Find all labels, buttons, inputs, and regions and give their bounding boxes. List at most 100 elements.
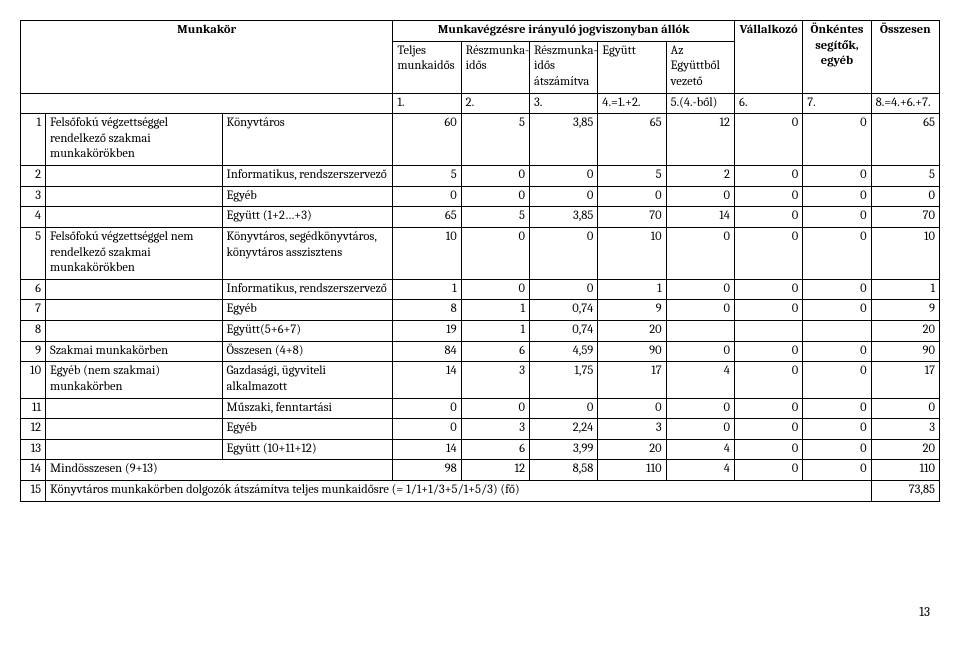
row-value: 3 bbox=[871, 419, 939, 440]
row-role: Egyéb bbox=[222, 300, 393, 321]
row-value: 0 bbox=[803, 341, 871, 362]
row-value: 0 bbox=[871, 398, 939, 419]
subhdr-reszmunka-at: Részmunka-idős átszámítva bbox=[529, 41, 597, 93]
hdr-munkavegzesre: Munkavégzésre irányuló jogviszonyban áll… bbox=[393, 21, 735, 42]
table-body: 1 Felsőfokú végzettséggel rendelkező szak… bbox=[21, 114, 940, 502]
row-value bbox=[803, 321, 871, 342]
row-role: Informatikus, rendszerszervező bbox=[222, 166, 393, 187]
row-value: 0 bbox=[666, 300, 734, 321]
row-desc-full: Könyvtáros munkakörben dolgozók átszámít… bbox=[46, 481, 872, 502]
row-value: 5 bbox=[598, 166, 666, 187]
row-value: 65 bbox=[598, 114, 666, 166]
table-row: 2Informatikus, rendszerszervező50052005 bbox=[21, 166, 940, 187]
row-value: 2 bbox=[666, 166, 734, 187]
row-number: 5 bbox=[21, 227, 46, 279]
row-desc bbox=[46, 300, 222, 321]
row-value: 110 bbox=[598, 460, 666, 481]
row-number: 4 bbox=[21, 207, 46, 228]
row-role: Könyvtáros bbox=[222, 114, 393, 166]
formula-6: 6. bbox=[734, 93, 802, 114]
table-row: 15Könyvtáros munkakörben dolgozók átszám… bbox=[21, 481, 940, 502]
row-value: 0 bbox=[393, 419, 461, 440]
row-number: 10 bbox=[21, 362, 46, 398]
row-desc bbox=[46, 207, 222, 228]
page-container: Munkakör Munkavégzésre irányuló jogviszo… bbox=[20, 20, 940, 620]
row-value: 0 bbox=[734, 439, 802, 460]
row-value: 0 bbox=[393, 398, 461, 419]
row-value: 0 bbox=[734, 419, 802, 440]
row-desc bbox=[46, 419, 222, 440]
row-value: 0 bbox=[598, 398, 666, 419]
row-number: 14 bbox=[21, 460, 46, 481]
row-value: 4 bbox=[666, 439, 734, 460]
row-value: 0 bbox=[461, 186, 529, 207]
row-role: Könyvtáros, segédkönyvtáros, könyvtáros … bbox=[222, 227, 393, 279]
row-value: 5 bbox=[871, 166, 939, 187]
row-role: Informatikus, rendszerszervező bbox=[222, 279, 393, 300]
row-value: 10 bbox=[871, 227, 939, 279]
formula-3: 3. bbox=[529, 93, 597, 114]
row-number: 8 bbox=[21, 321, 46, 342]
row-desc bbox=[46, 439, 222, 460]
row-value: 14 bbox=[393, 362, 461, 398]
row-value: 0 bbox=[461, 279, 529, 300]
row-value: 8 bbox=[393, 300, 461, 321]
hdr-osszesen: Összesen bbox=[871, 21, 939, 94]
row-value: 0 bbox=[734, 398, 802, 419]
row-desc: Felsőfokú végzettséggel rendelkező szakm… bbox=[46, 114, 222, 166]
row-role: Egyéb bbox=[222, 419, 393, 440]
row-role: Együtt(5+6+7) bbox=[222, 321, 393, 342]
row-value: 10 bbox=[393, 227, 461, 279]
row-value: 73,85 bbox=[871, 481, 939, 502]
row-number: 13 bbox=[21, 439, 46, 460]
table-row: 13Együtt (10+11+12)1463,992040020 bbox=[21, 439, 940, 460]
row-value: 0 bbox=[803, 166, 871, 187]
subhdr-az-egyuttbol: Az Együttből vezető bbox=[666, 41, 734, 93]
row-value: 0,74 bbox=[529, 321, 597, 342]
row-value: 0 bbox=[666, 186, 734, 207]
subhdr-reszmunka: Részmunka-idős bbox=[461, 41, 529, 93]
table-row: 10Egyéb (nem szakmai) munkakörbenGazdasá… bbox=[21, 362, 940, 398]
row-value: 98 bbox=[393, 460, 461, 481]
row-value: 20 bbox=[598, 321, 666, 342]
row-desc: Egyéb (nem szakmai) munkakörben bbox=[46, 362, 222, 398]
row-value: 0 bbox=[734, 186, 802, 207]
table-header: Munkakör Munkavégzésre irányuló jogviszo… bbox=[21, 21, 940, 114]
row-value: 1 bbox=[461, 321, 529, 342]
row-value: 14 bbox=[393, 439, 461, 460]
row-value: 0 bbox=[734, 114, 802, 166]
row-value: 0 bbox=[734, 227, 802, 279]
table-row: 11Műszaki, fenntartási00000000 bbox=[21, 398, 940, 419]
table-row: 12Egyéb032,2430003 bbox=[21, 419, 940, 440]
table-row: 1Felsőfokú végzettséggel rendelkező szak… bbox=[21, 114, 940, 166]
row-value: 0 bbox=[803, 227, 871, 279]
page-number: 13 bbox=[919, 605, 930, 620]
row-value: 110 bbox=[871, 460, 939, 481]
row-value: 0 bbox=[734, 207, 802, 228]
row-value: 0 bbox=[666, 419, 734, 440]
row-value: 0 bbox=[734, 300, 802, 321]
row-value: 0 bbox=[803, 279, 871, 300]
row-number: 12 bbox=[21, 419, 46, 440]
row-value: 84 bbox=[393, 341, 461, 362]
row-value: 65 bbox=[393, 207, 461, 228]
row-value: 60 bbox=[393, 114, 461, 166]
row-number: 7 bbox=[21, 300, 46, 321]
row-desc: Felsőfokú végzettséggel nem rendelkező s… bbox=[46, 227, 222, 279]
row-value: 3 bbox=[598, 419, 666, 440]
row-value: 9 bbox=[598, 300, 666, 321]
row-value: 0 bbox=[461, 398, 529, 419]
row-value: 4,59 bbox=[529, 341, 597, 362]
hdr-onkentes: Önkéntes segítők, egyéb bbox=[803, 21, 871, 94]
row-value: 5 bbox=[461, 207, 529, 228]
row-value: 90 bbox=[598, 341, 666, 362]
table-row: 3Egyéb00000000 bbox=[21, 186, 940, 207]
row-value: 0 bbox=[734, 362, 802, 398]
row-value: 0 bbox=[734, 279, 802, 300]
row-value: 20 bbox=[871, 321, 939, 342]
table-row: 7Egyéb810,7490009 bbox=[21, 300, 940, 321]
row-value bbox=[666, 321, 734, 342]
row-value: 3,85 bbox=[529, 114, 597, 166]
row-value: 0 bbox=[461, 227, 529, 279]
row-value: 0 bbox=[734, 166, 802, 187]
